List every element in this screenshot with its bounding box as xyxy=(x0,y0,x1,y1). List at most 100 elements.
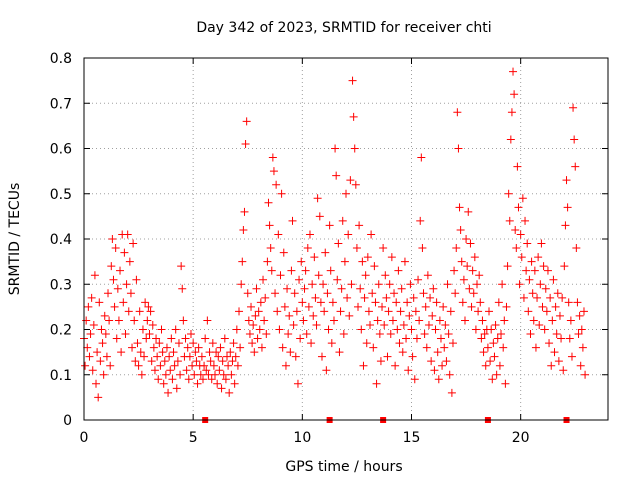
data-point xyxy=(144,302,153,311)
data-point xyxy=(510,90,519,99)
data-point xyxy=(100,311,109,320)
x-tick-label: 10 xyxy=(293,430,311,446)
data-point xyxy=(242,117,251,126)
data-point xyxy=(247,302,256,311)
data-point xyxy=(363,253,372,262)
data-point xyxy=(126,289,135,298)
data-point xyxy=(169,348,178,357)
data-point xyxy=(560,262,569,271)
data-point xyxy=(407,325,416,334)
data-point xyxy=(288,216,297,225)
data-point xyxy=(121,330,130,339)
data-point xyxy=(296,334,305,343)
data-point xyxy=(119,298,128,307)
data-point xyxy=(212,348,221,357)
data-point xyxy=(267,266,276,275)
data-point xyxy=(170,361,179,370)
data-point xyxy=(273,307,282,316)
data-point xyxy=(364,307,373,316)
data-point xyxy=(96,357,105,366)
data-point xyxy=(491,320,500,329)
data-point xyxy=(448,339,457,348)
data-point xyxy=(250,348,259,357)
data-point xyxy=(141,298,150,307)
data-point xyxy=(367,230,376,239)
data-point xyxy=(257,343,266,352)
data-point xyxy=(355,221,364,230)
data-point xyxy=(122,280,131,289)
data-point xyxy=(130,316,139,325)
data-point xyxy=(376,357,385,366)
data-point xyxy=(382,293,391,302)
data-point xyxy=(487,325,496,334)
data-point xyxy=(160,357,169,366)
data-point xyxy=(305,230,314,239)
data-point xyxy=(446,307,455,316)
data-point xyxy=(107,262,116,271)
y-tick-label: 0.7 xyxy=(50,96,72,112)
data-point xyxy=(191,348,200,357)
data-point xyxy=(192,357,201,366)
data-point xyxy=(432,298,441,307)
data-point xyxy=(221,375,230,384)
data-point xyxy=(536,280,545,289)
data-point xyxy=(113,284,122,293)
data-point xyxy=(213,379,222,388)
data-point xyxy=(517,253,526,262)
data-point xyxy=(398,348,407,357)
data-point xyxy=(555,311,564,320)
data-point xyxy=(470,253,479,262)
data-point xyxy=(95,298,104,307)
data-point xyxy=(198,375,207,384)
data-point xyxy=(372,379,381,388)
data-point xyxy=(147,357,156,366)
data-point xyxy=(565,334,574,343)
data-point xyxy=(529,316,538,325)
data-point xyxy=(252,284,261,293)
data-point xyxy=(254,307,263,316)
data-point xyxy=(166,366,175,375)
data-point xyxy=(434,375,443,384)
data-point xyxy=(395,339,404,348)
data-point xyxy=(509,67,518,76)
data-point xyxy=(227,370,236,379)
data-point xyxy=(145,330,154,339)
data-point xyxy=(97,325,106,334)
data-point xyxy=(394,266,403,275)
data-point xyxy=(356,284,365,293)
data-point xyxy=(167,334,176,343)
data-point xyxy=(423,271,432,280)
data-point xyxy=(346,176,355,185)
x-axis-label: GPS time / hours xyxy=(285,459,402,475)
data-point xyxy=(515,280,524,289)
data-point xyxy=(374,280,383,289)
data-point xyxy=(527,257,536,266)
data-point xyxy=(272,180,281,189)
data-point xyxy=(176,370,185,379)
data-point xyxy=(203,316,212,325)
data-point xyxy=(326,266,335,275)
data-point xyxy=(325,221,334,230)
data-point xyxy=(506,135,515,144)
data-point xyxy=(459,275,468,284)
data-point xyxy=(368,289,377,298)
data-point xyxy=(189,339,198,348)
data-point xyxy=(171,325,180,334)
data-point xyxy=(393,325,402,334)
data-point xyxy=(399,320,408,329)
data-point xyxy=(322,366,331,375)
data-point xyxy=(384,307,393,316)
x-tick-label: 20 xyxy=(512,430,530,446)
data-point xyxy=(576,361,585,370)
y-tick-label: 0.6 xyxy=(50,142,72,158)
data-point xyxy=(215,366,224,375)
data-point xyxy=(498,280,507,289)
data-point xyxy=(349,112,358,121)
data-point xyxy=(142,334,151,343)
data-point xyxy=(114,316,123,325)
data-point xyxy=(156,361,165,370)
data-point xyxy=(269,167,278,176)
data-point xyxy=(162,343,171,352)
data-point xyxy=(511,225,520,234)
data-point xyxy=(260,316,269,325)
